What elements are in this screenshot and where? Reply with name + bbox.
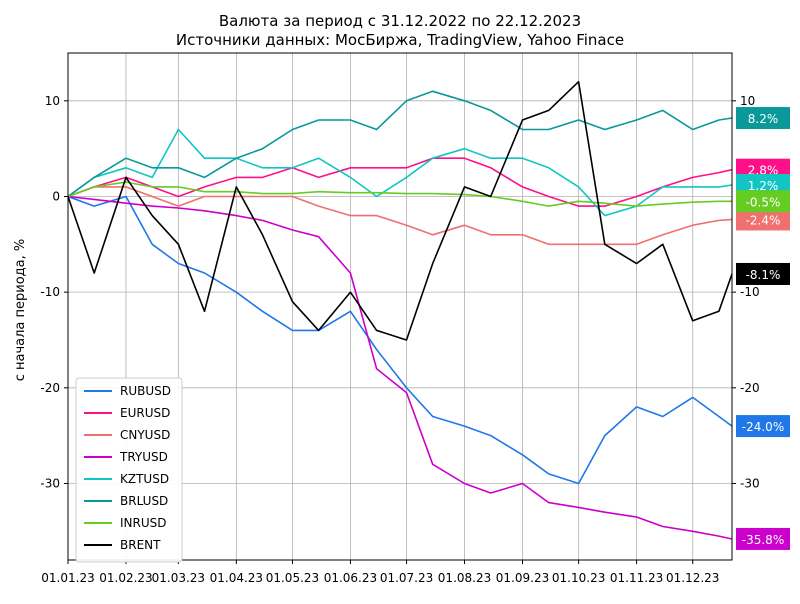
x-tick-label: 01.01.23 — [41, 571, 94, 585]
end-label-rubusd: -24.0% — [736, 415, 790, 438]
y-tick-label-left: 0 — [52, 189, 60, 203]
end-label-text: -24.0% — [742, 420, 784, 434]
series-line-eurusd — [67, 157, 733, 207]
chart-title: Валюта за период с 31.12.2022 по 22.12.2… — [219, 12, 581, 30]
end-label-text: 8.2% — [748, 112, 779, 126]
y-tick-label-left: -20 — [40, 381, 60, 395]
x-tick-label: 01.02.23 — [99, 571, 152, 585]
x-tick-label: 01.04.23 — [210, 571, 263, 585]
legend-label-cnyusd: CNYUSD — [120, 428, 170, 442]
plot-frame — [67, 52, 733, 561]
x-tick-label: 01.10.23 — [552, 571, 605, 585]
end-label-box — [736, 527, 790, 550]
legend-label-brent: BRENT — [120, 538, 161, 552]
series-line-inrusd — [67, 181, 732, 207]
end-label-box — [736, 415, 790, 438]
end-label-text: -8.1% — [746, 268, 781, 282]
x-tick-label: 01.06.23 — [324, 571, 377, 585]
x-tick-label: 01.12.23 — [666, 571, 719, 585]
end-label-inrusd: -0.5% — [736, 190, 790, 213]
end-label-box — [736, 190, 790, 213]
end-label-cnyusd: -2.4% — [736, 208, 790, 231]
x-tick-label: 01.09.23 — [496, 571, 549, 585]
legend-label-brlusd: BRLUSD — [120, 494, 168, 508]
end-label-box — [736, 262, 790, 285]
x-tick-label: 01.08.23 — [438, 571, 491, 585]
end-label-text: 1.2% — [748, 179, 779, 193]
y-tick-label-right: -10 — [740, 285, 760, 299]
y-axis-label: с начала периода, % — [13, 239, 28, 382]
y-tick-label-left: -10 — [40, 285, 60, 299]
series-line-brent — [67, 80, 733, 341]
series-line-tryusd — [67, 195, 733, 540]
series-line-rubusd — [67, 195, 733, 485]
end-label-text: -0.5% — [746, 195, 781, 209]
end-label-brlusd: 8.2% — [736, 107, 790, 130]
series-line-cnyusd — [67, 186, 733, 246]
y-tick-label-left: 10 — [45, 94, 60, 108]
chart-subtitle: Источники данных: МосБиржа, TradingView,… — [176, 31, 624, 49]
y-tick-label-left: -30 — [40, 476, 60, 490]
end-label-tryusd: -35.8% — [736, 527, 790, 550]
end-label-text: -35.8% — [742, 533, 784, 547]
y-tick-label-right: -20 — [740, 381, 760, 395]
y-tick-label-right: -30 — [740, 476, 760, 490]
end-label-text: -2.4% — [746, 213, 781, 227]
y-tick-label-right: 10 — [740, 94, 755, 108]
end-label-brent: -8.1% — [736, 262, 790, 285]
end-label-box — [736, 107, 790, 130]
series-line-brlusd — [67, 90, 733, 198]
legend-label-kztusd: KZTUSD — [120, 472, 169, 486]
x-tick-label: 01.03.23 — [152, 571, 205, 585]
legend-label-tryusd: TRYUSD — [119, 450, 168, 464]
legend-label-inrusd: INRUSD — [120, 516, 167, 530]
legend-label-rubusd: RUBUSD — [120, 384, 171, 398]
x-tick-label: 01.07.23 — [380, 571, 433, 585]
x-tick-label: 01.11.23 — [610, 571, 663, 585]
end-label-box — [736, 208, 790, 231]
legend-label-eurusd: EURUSD — [120, 406, 170, 420]
legend-box — [75, 377, 183, 563]
x-tick-label: 01.05.23 — [266, 571, 319, 585]
